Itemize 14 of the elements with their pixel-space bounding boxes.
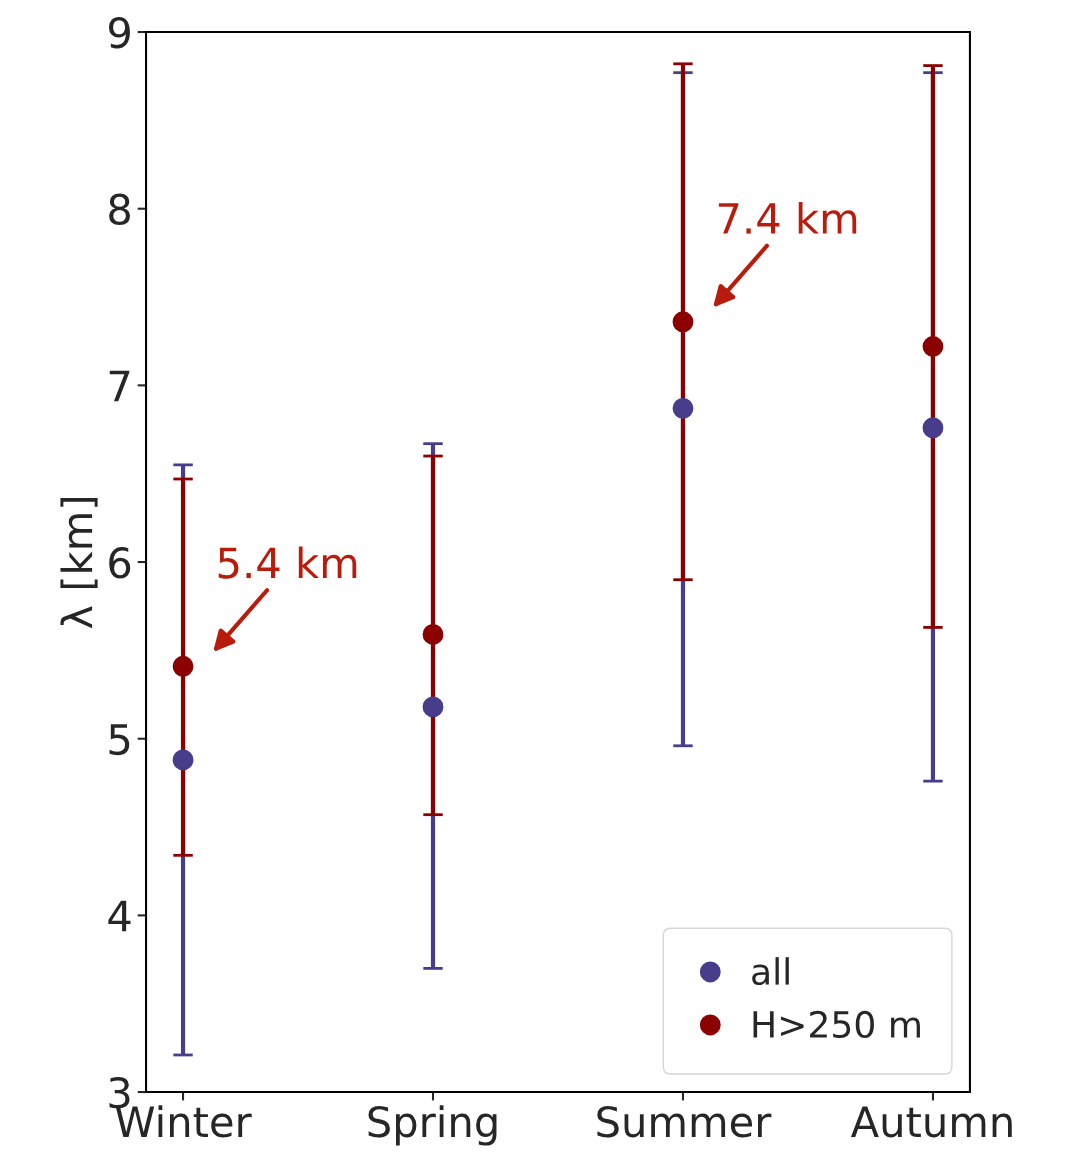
- x-tick-label: Spring: [368, 1105, 497, 1146]
- legend-label: all: [752, 957, 789, 986]
- y-tick-label: 4: [108, 900, 131, 932]
- annotation: 5.4 km: [218, 546, 357, 579]
- x-tick-label: Summer: [597, 1105, 772, 1138]
- annotation: 7.4 km: [718, 201, 857, 234]
- y-tick-label: 8: [109, 193, 130, 226]
- x-tick-label: Autumn: [850, 1106, 1012, 1138]
- y-tick-label: 5: [109, 724, 130, 756]
- y-tick-label: 7: [109, 370, 130, 402]
- y-tick-label: 6: [109, 546, 131, 579]
- legend-label: H>250 m: [753, 1010, 920, 1039]
- y-axis-title: λ [km]: [60, 498, 98, 629]
- y-tick-label: 9: [108, 16, 130, 49]
